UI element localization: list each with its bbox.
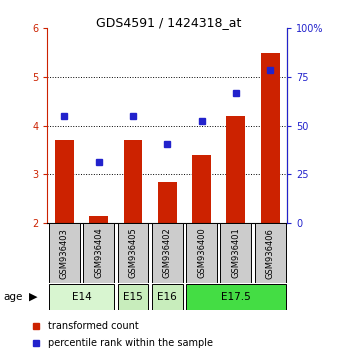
Bar [118,223,148,283]
Bar [261,53,280,223]
Text: age: age [3,292,23,302]
Bar [186,284,286,310]
Bar [55,140,74,223]
Bar [192,155,211,223]
Bar [152,223,183,283]
Bar [49,284,114,310]
Text: E16: E16 [158,292,177,302]
Text: GSM936403: GSM936403 [60,228,69,279]
Bar [124,140,142,223]
Bar [226,116,245,223]
Bar [152,284,183,310]
Text: transformed count: transformed count [48,321,139,331]
Text: E15: E15 [123,292,143,302]
Text: GDS4591 / 1424318_at: GDS4591 / 1424318_at [96,16,242,29]
Bar [220,223,251,283]
Text: GSM936401: GSM936401 [232,228,240,279]
Text: percentile rank within the sample: percentile rank within the sample [48,338,213,348]
Text: E14: E14 [72,292,92,302]
Text: GSM936406: GSM936406 [266,228,275,279]
Bar [158,182,177,223]
Text: GSM936404: GSM936404 [94,228,103,279]
Bar [186,223,217,283]
Text: GSM936402: GSM936402 [163,228,172,279]
Text: E17.5: E17.5 [221,292,251,302]
Text: GSM936405: GSM936405 [128,228,138,279]
Text: ▶: ▶ [29,292,37,302]
Bar [83,223,114,283]
Bar [255,223,286,283]
Bar [118,284,148,310]
Text: GSM936400: GSM936400 [197,228,206,279]
Bar [49,223,80,283]
Bar [89,216,108,223]
